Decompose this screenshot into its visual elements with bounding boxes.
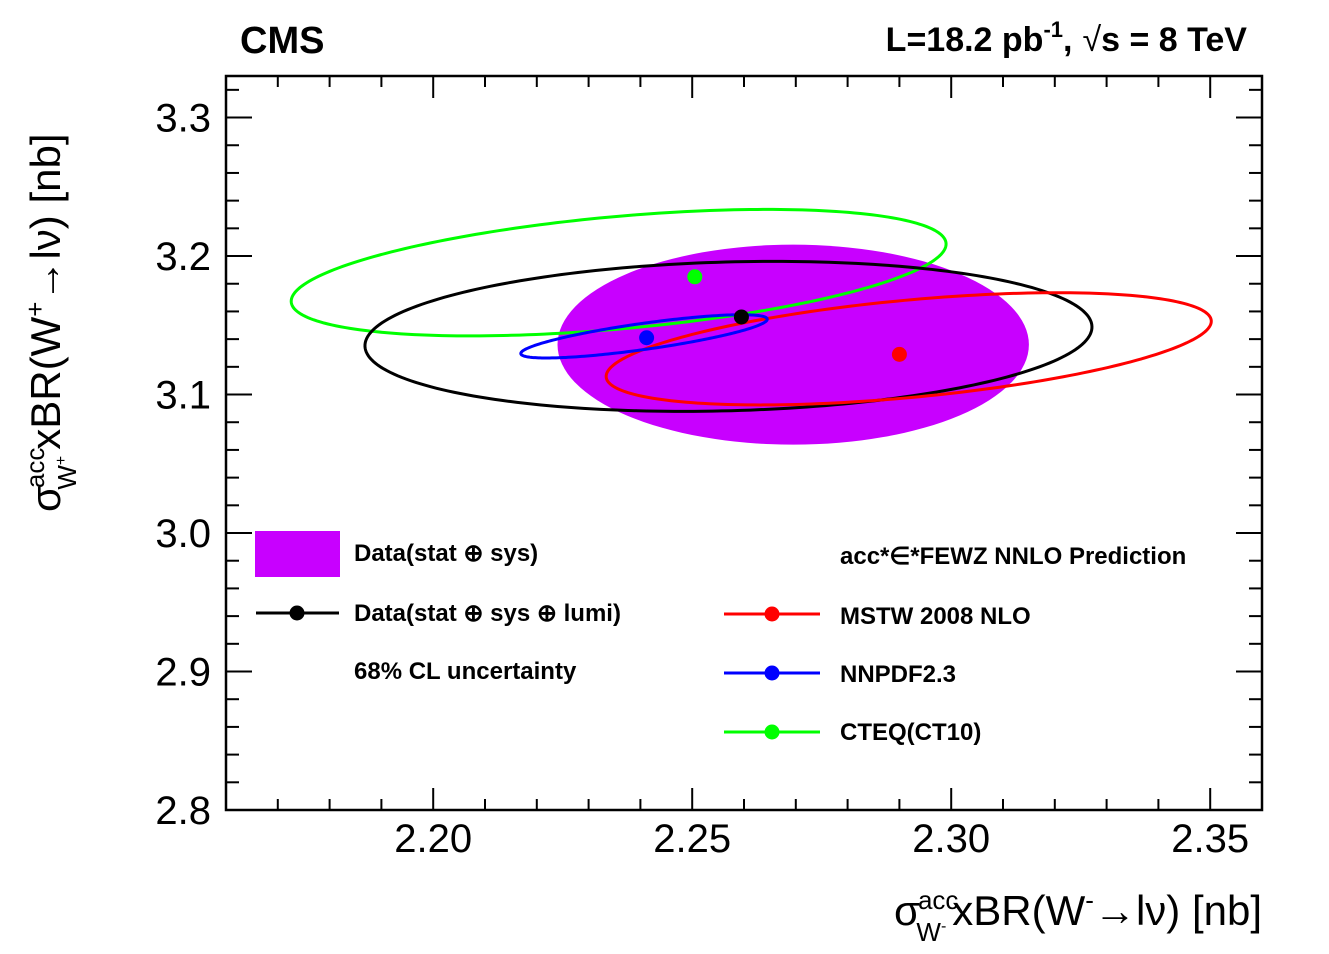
legend-band-label: Data(stat ⊕ sys): [354, 540, 538, 567]
nnpdf-point: [639, 330, 655, 346]
cteq-ellipse: [289, 207, 948, 338]
y-tick-label: 2.8: [155, 789, 211, 833]
legend-header: acc*∈*FEWZ NNLO Prediction: [840, 543, 1186, 570]
plot-frame: [224, 74, 1264, 812]
data-full-uncertainty-ellipse: [363, 259, 1094, 413]
x-label-sub: W: [916, 917, 941, 947]
svg-text:σaccW+xBR(W+→lν) [nb]: σaccW+xBR(W+→lν) [nb]: [20, 134, 82, 513]
x-label-charge: -: [1085, 885, 1094, 915]
plot-area: [289, 207, 1213, 445]
energy-text: s = 8 TeV: [1101, 21, 1247, 59]
lumi-energy-label: L=18.2 pb-1, √s = 8 TeV: [886, 17, 1248, 59]
legend-data-label: Data(stat ⊕ sys ⊕ lumi): [354, 600, 621, 627]
y-label-sigma: σ: [22, 486, 69, 512]
y-tick-label: 3.3: [155, 97, 211, 141]
lumi-exponent: -1: [1043, 17, 1063, 42]
y-tick-label: 2.9: [155, 651, 211, 695]
lumi-comma: ,: [1063, 21, 1072, 59]
x-label-sigma: σ: [894, 887, 920, 934]
y-label-rest: →lν) [nb]: [22, 134, 69, 302]
y-label-main: xBR(W: [22, 316, 69, 449]
lumi-text: L=18.2 pb: [886, 21, 1044, 59]
y-label-sup: acc: [20, 448, 50, 488]
mstw-ellipse: [604, 291, 1213, 407]
x-tick-label: 2.25: [653, 817, 731, 861]
axis-ticks: [225, 76, 1263, 811]
x-tick-label: 2.30: [912, 817, 990, 861]
legend-cteq-marker: [764, 724, 780, 740]
legend-band-swatch: [255, 531, 340, 577]
legend-data-marker: [289, 605, 305, 621]
data-central-point: [733, 309, 749, 325]
mstw-point: [891, 346, 907, 362]
legend-mstw-marker: [764, 606, 780, 622]
tick-labels: 2.20 2.25 2.30 2.35 2.8 2.9 3.0 3.1 3.2 3.3: [155, 97, 1249, 861]
x-label-rest: →lν) [nb]: [1094, 887, 1262, 934]
x-tick-label: 2.35: [1171, 817, 1249, 861]
y-axis-label: σaccW+xBR(W+→lν) [nb]: [20, 134, 82, 513]
legend-cteq-label: CTEQ(CT10): [840, 719, 981, 746]
y-tick-label: 3.2: [155, 235, 211, 279]
legend-left: Data(stat ⊕ sys) Data(stat ⊕ sys ⊕ lumi)…: [255, 531, 621, 685]
y-label-sub-charge: +: [53, 456, 70, 465]
legend-note: 68% CL uncertainty: [354, 658, 577, 685]
y-tick-label: 3.0: [155, 512, 211, 556]
y-tick-label: 3.1: [155, 374, 211, 418]
legend-nnpdf-label: NNPDF2.3: [840, 661, 956, 688]
legend-nnpdf-marker: [764, 665, 780, 681]
x-label-sup: acc: [918, 885, 958, 915]
sqrt-symbol: √: [1082, 21, 1101, 59]
x-axis-label: σacc W-xBR(W-→lν) [nb]: [894, 885, 1262, 947]
x-label-main: xBR(W: [952, 887, 1085, 934]
x-label-sub-charge: -: [941, 918, 946, 935]
y-label-charge: +: [20, 302, 50, 317]
x-tick-label: 2.20: [394, 817, 472, 861]
experiment-label: CMS: [240, 20, 324, 62]
nnpdf-ellipse: [519, 313, 769, 360]
legend-mstw-label: MSTW 2008 NLO: [840, 603, 1031, 630]
data-band-ellipse: [557, 244, 1029, 445]
y-label-sub: W: [52, 465, 82, 490]
legend-right: acc*∈*FEWZ NNLO Prediction MSTW 2008 NLO…: [724, 543, 1186, 746]
cteq-point: [687, 269, 703, 285]
